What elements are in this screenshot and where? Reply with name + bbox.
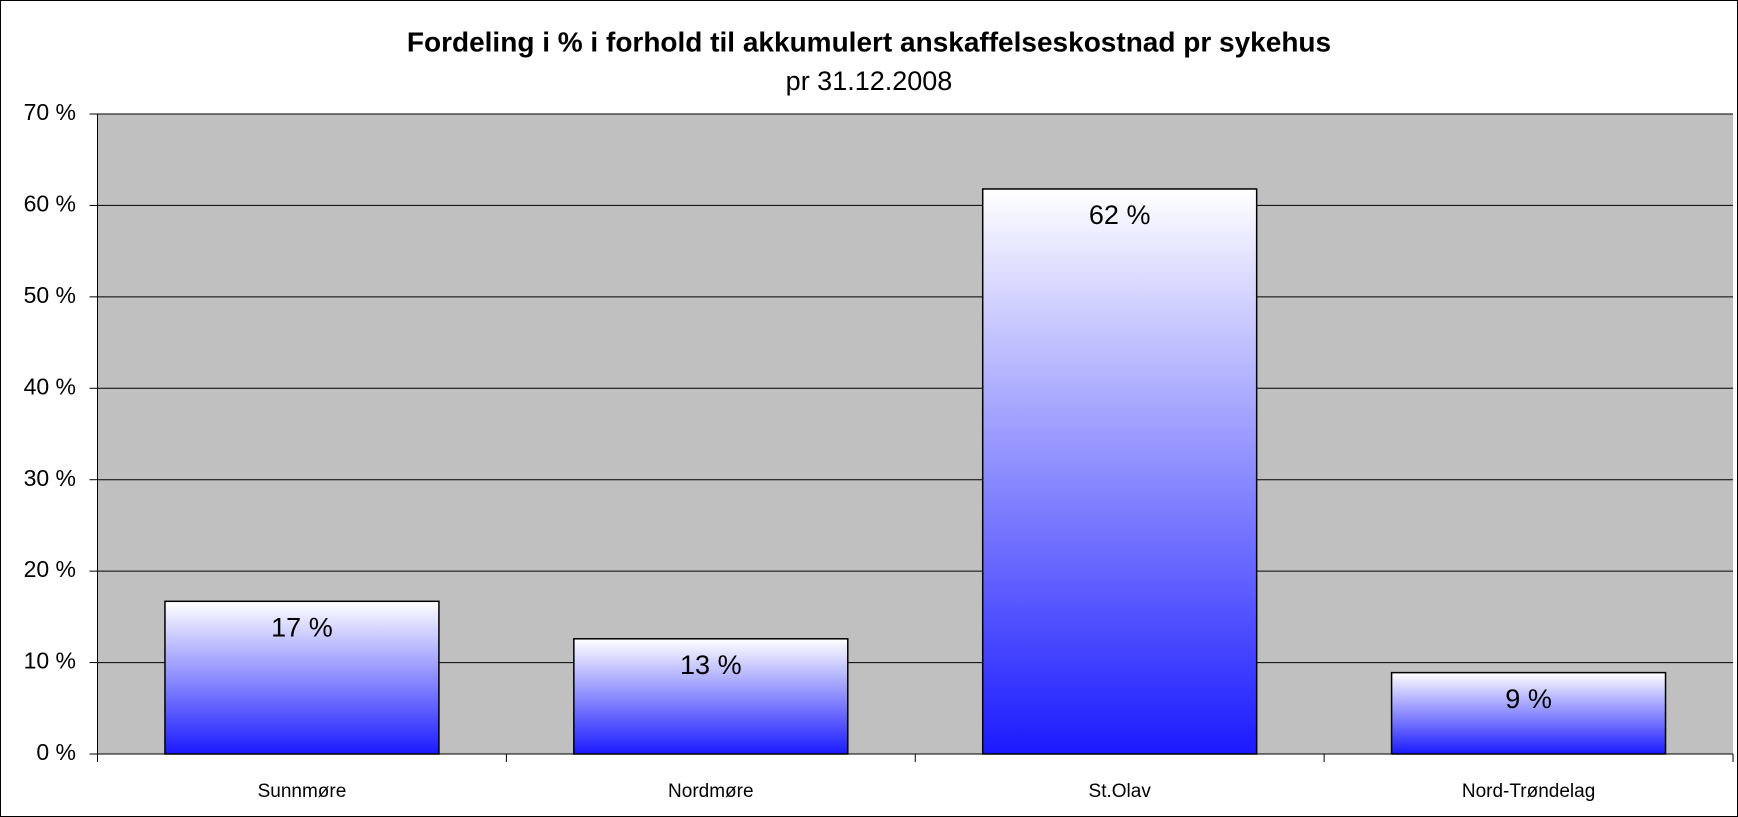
x-tick-label: Nord-Trøndelag	[1462, 781, 1595, 802]
y-tick-label: 20 %	[24, 556, 76, 582]
y-tick-label: 10 %	[24, 648, 76, 674]
chart-title: Fordeling i % i forhold til akkumulert a…	[407, 26, 1331, 57]
x-tick-label: Sunnmøre	[258, 781, 347, 802]
bar	[573, 638, 849, 755]
bar	[1390, 671, 1667, 755]
y-tick-label: 30 %	[24, 465, 76, 491]
y-tick-label: 0 %	[36, 739, 76, 765]
y-tick-label: 50 %	[24, 282, 76, 308]
bar	[164, 600, 440, 755]
data-label: 62 %	[1089, 200, 1151, 230]
bar	[981, 188, 1258, 755]
chart-subtitle: pr 31.12.2008	[786, 66, 953, 96]
y-tick-label: 70 %	[24, 99, 76, 125]
data-label: 13 %	[680, 650, 742, 680]
data-label: 9 %	[1505, 684, 1552, 714]
y-tick-label: 40 %	[24, 373, 76, 399]
data-label: 17 %	[271, 612, 333, 642]
x-tick-label: St.Olav	[1089, 781, 1152, 802]
y-tick-label: 60 %	[24, 191, 76, 217]
x-tick-label: Nordmøre	[668, 781, 754, 802]
